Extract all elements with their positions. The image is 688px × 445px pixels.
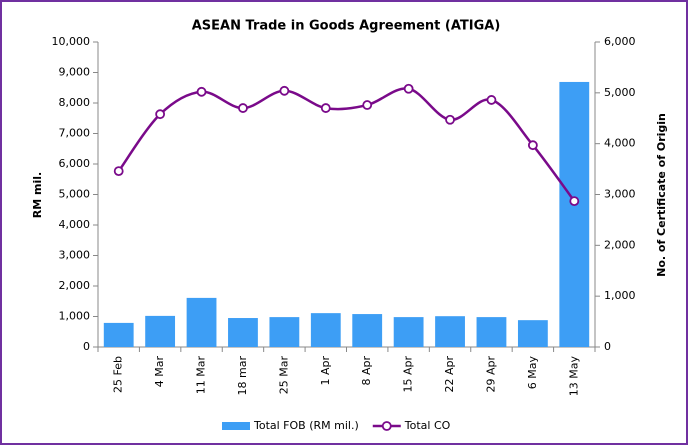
- bar: [269, 317, 300, 347]
- y-tick-label: 2,000: [59, 279, 91, 292]
- line-marker: [196, 86, 207, 97]
- legend-label: Total FOB (RM mil.): [253, 419, 359, 432]
- y2-tick-label: 5,000: [604, 86, 636, 99]
- x-tick-label: 18 mar: [236, 356, 249, 396]
- x-tick-label: 8 Apr: [360, 356, 373, 386]
- y-tick-label: 9,000: [59, 66, 91, 79]
- x-tick-label: 25 Mar: [277, 356, 290, 395]
- y2-axis-label: No. of Certificate of Origin: [655, 113, 668, 277]
- y2-tick-label: 0: [604, 340, 611, 353]
- legend-label: Total CO: [404, 419, 451, 432]
- line-marker: [527, 140, 538, 151]
- legend-swatch: [381, 421, 392, 431]
- x-tick-label: 25 Feb: [112, 356, 125, 393]
- bar: [310, 313, 341, 347]
- y-tick-label: 8,000: [59, 96, 91, 109]
- bar: [186, 297, 217, 347]
- line-marker: [362, 100, 373, 110]
- line-marker: [155, 109, 166, 120]
- y-tick-label: 5,000: [59, 188, 91, 201]
- line-marker: [279, 85, 290, 96]
- y2-tick-label: 4,000: [604, 137, 636, 150]
- y-tick-label: 6,000: [59, 157, 91, 170]
- line-marker: [445, 114, 455, 125]
- bar: [103, 322, 134, 347]
- x-tick-label: 11 Mar: [195, 356, 208, 395]
- y-tick-label: 1,000: [59, 310, 91, 323]
- legend-swatch: [222, 422, 250, 430]
- y-tick-label: 10,000: [52, 35, 91, 48]
- line-marker: [113, 166, 124, 177]
- bar: [228, 318, 258, 347]
- line: [117, 87, 576, 202]
- bar: [476, 317, 507, 347]
- x-tick-label: 15 Apr: [402, 356, 415, 393]
- y-tick-label: 4,000: [59, 218, 91, 231]
- bar: [145, 315, 176, 347]
- x-tick-label: 1 Apr: [319, 356, 332, 386]
- line-marker: [486, 95, 497, 105]
- y2-tick-label: 6,000: [604, 35, 636, 48]
- y2-tick-label: 1,000: [604, 289, 636, 302]
- x-tick-label: 29 Apr: [484, 356, 497, 393]
- x-tick-label: 6 May: [526, 356, 539, 390]
- x-tick-label: 22 Apr: [443, 356, 456, 393]
- bar: [393, 317, 424, 347]
- chart-title: ASEAN Trade in Goods Agreement (ATIGA): [192, 19, 501, 34]
- y-tick-label: 7,000: [59, 127, 91, 140]
- bar: [435, 316, 465, 347]
- line-marker: [569, 196, 580, 207]
- y-axis-label: RM mil.: [31, 172, 44, 218]
- line-marker: [403, 83, 414, 94]
- y-tick-label: 3,000: [59, 249, 91, 262]
- x-tick-label: 4 Mar: [153, 356, 166, 388]
- y2-tick-label: 2,000: [604, 238, 636, 251]
- y-tick-label: 0: [83, 340, 90, 353]
- x-tick-label: 13 May: [567, 356, 580, 397]
- bar: [559, 81, 590, 347]
- bar: [352, 314, 383, 347]
- line-marker: [320, 103, 331, 113]
- bar: [517, 320, 548, 347]
- y2-tick-label: 3,000: [604, 188, 636, 201]
- line-marker: [238, 103, 248, 113]
